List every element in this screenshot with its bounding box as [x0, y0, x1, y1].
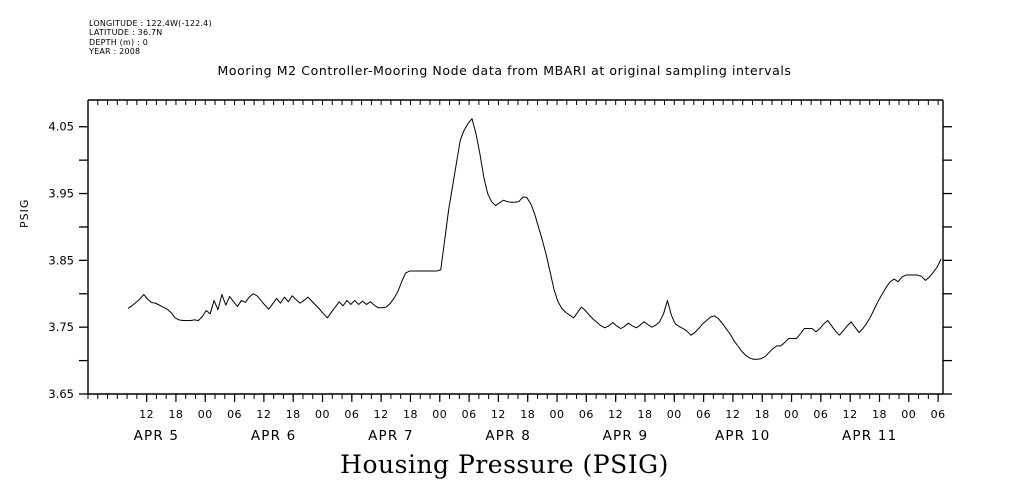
x-date-label: APR 8	[485, 428, 531, 444]
axis-tick-labels: 3.65 3.75 3.85 3.95 4.05 12 18 00 06 12 18 00 06 12 18…	[48, 120, 945, 444]
x-hour-label: 12	[256, 408, 271, 421]
x-hour-label: 18	[403, 408, 418, 421]
x-axis-title: Housing Pressure (PSIG)	[340, 450, 669, 479]
x-hour-label: 00	[667, 408, 682, 421]
x-hour-label: 12	[608, 408, 623, 421]
x-hour-label: 06	[462, 408, 477, 421]
x-hour-label: 00	[550, 408, 565, 421]
x-hour-label: 12	[843, 408, 858, 421]
x-hour-label: 06	[931, 408, 946, 421]
x-date-label: APR 7	[368, 428, 414, 444]
x-date-label: APR 6	[251, 428, 297, 444]
x-hour-label: 12	[374, 408, 389, 421]
x-hour-label: 12	[491, 408, 506, 421]
metadata-longitude: LONGITUDE : 122.4W(-122.4)	[89, 19, 212, 28]
metadata-depth: DEPTH (m) : 0	[89, 37, 148, 47]
x-hour-label: 18	[637, 408, 652, 421]
y-tick-label: 3.65	[48, 387, 74, 401]
y-tick-label: 4.05	[48, 120, 74, 134]
y-tick-label: 3.95	[48, 187, 74, 201]
x-hour-label: 18	[168, 408, 183, 421]
x-hour-label: 06	[344, 408, 359, 421]
y-tick-label: 3.85	[48, 253, 74, 267]
x-hour-label: 06	[813, 408, 828, 421]
x-hour-label: 00	[315, 408, 330, 421]
x-date-label: APR 5	[134, 428, 180, 444]
x-hour-label: 06	[227, 408, 242, 421]
x-hour-label: 06	[696, 408, 711, 421]
x-hour-label: 18	[286, 408, 301, 421]
x-hour-label: 06	[579, 408, 594, 421]
axis-ticks	[79, 100, 952, 402]
x-hour-label: 18	[755, 408, 770, 421]
pressure-series-line	[127, 118, 942, 360]
x-hour-label: 18	[872, 408, 887, 421]
x-hour-label: 12	[725, 408, 740, 421]
x-hour-label: 12	[139, 408, 154, 421]
y-tick-label: 3.75	[48, 320, 74, 334]
plot-axes	[87, 99, 944, 395]
metadata-year: YEAR : 2008	[89, 47, 141, 57]
x-hour-label: 00	[901, 408, 916, 421]
x-hour-label: 00	[784, 408, 799, 421]
x-date-label: APR 11	[842, 428, 897, 444]
x-hour-label: 00	[432, 408, 447, 421]
metadata-latitude: LATITUDE : 36.7N	[89, 28, 163, 38]
x-date-label: APR 10	[715, 428, 770, 444]
station-metadata: LONGITUDE : 122.4W(-122.4) LATITUDE : 36…	[89, 19, 212, 57]
x-date-label: APR 9	[603, 428, 649, 444]
x-hour-label: 18	[520, 408, 535, 421]
x-hour-label: 00	[198, 408, 213, 421]
chart-title: Mooring M2 Controller-Mooring Node data …	[217, 63, 792, 78]
